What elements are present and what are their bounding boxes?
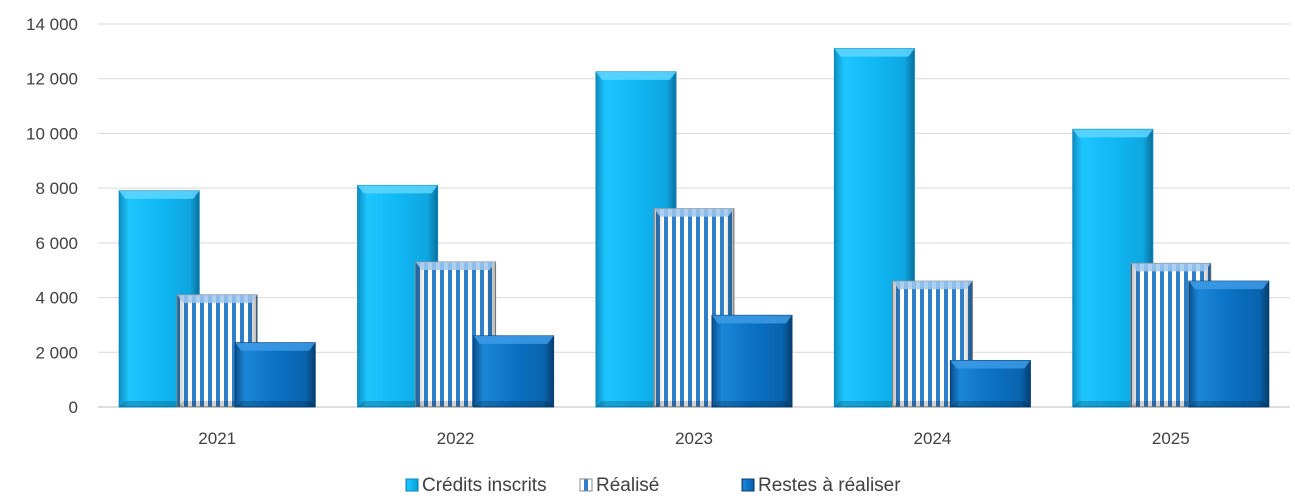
legend-swatch <box>405 478 419 492</box>
y-tick-label: 14 000 <box>26 15 78 34</box>
x-tick-label: 2024 <box>913 429 951 448</box>
legend-item-realise: Réalisé <box>579 475 659 496</box>
x-tick-label: 2022 <box>437 429 475 448</box>
bars <box>118 48 1270 408</box>
bar-restes-a-realiser-2021 <box>234 342 316 408</box>
y-tick-label: 6 000 <box>35 234 78 253</box>
y-tick-label: 4 000 <box>35 289 78 308</box>
bar-restes-a-realiser-2025 <box>1188 280 1270 408</box>
x-tick-label: 2021 <box>198 429 236 448</box>
y-tick-label: 0 <box>69 398 78 417</box>
bar-restes-a-realiser-2023 <box>711 314 793 408</box>
legend-label: Restes à réaliser <box>758 475 901 496</box>
x-tick-label: 2025 <box>1152 429 1190 448</box>
bar-restes-a-realiser-2024 <box>949 359 1031 408</box>
y-axis: 0 2 000 4 000 6 000 8 000 10 000 12 000 14 000 <box>26 15 78 417</box>
x-axis: 2021 2022 2023 2024 2025 <box>198 429 1189 448</box>
y-tick-label: 10 000 <box>26 124 78 143</box>
x-tick-label: 2023 <box>675 429 713 448</box>
legend-swatch <box>741 478 755 492</box>
legend-item-restes-a-realiser: Restes à réaliser <box>741 475 901 496</box>
legend-label: Crédits inscrits <box>422 475 547 496</box>
y-tick-label: 12 000 <box>26 70 78 89</box>
legend-item-credits-inscrits: Crédits inscrits <box>405 475 547 496</box>
legend: Crédits inscrits Réalisé Restes à réaliser <box>405 475 901 496</box>
bar-credits-inscrits-2021 <box>118 190 200 408</box>
y-tick-label: 2 000 <box>35 343 78 362</box>
bar-restes-a-realiser-2022 <box>473 335 555 408</box>
bar-credits-inscrits-2024 <box>833 48 915 408</box>
legend-label: Réalisé <box>596 475 659 496</box>
legend-swatch <box>579 478 593 492</box>
y-tick-label: 8 000 <box>35 179 78 198</box>
